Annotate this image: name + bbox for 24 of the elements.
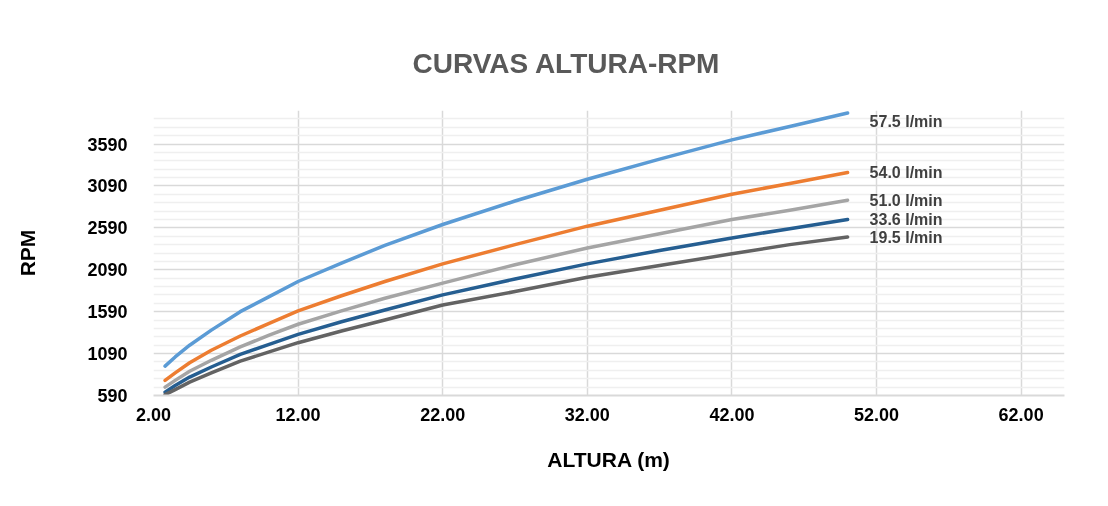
y-tick-label: 3090 (87, 176, 128, 197)
y-tick-label: 2090 (87, 260, 128, 281)
series-label: 57.5 l/min (869, 113, 943, 130)
x-tick-label: 52.00 (853, 404, 900, 425)
x-axis-title: ALTURA (m) (547, 447, 670, 471)
line-series (163, 170, 850, 383)
series-label: 51.0 l/min (869, 191, 943, 209)
chart-title: CURVAS ALTURA-RPM (412, 47, 720, 79)
y-tick-label: 1590 (87, 302, 128, 323)
series-label: 19.5 l/min (869, 228, 943, 246)
x-tick-label: 2.00 (135, 404, 172, 425)
y-tick-label: 3590 (87, 134, 128, 155)
x-tick-label: 62.00 (998, 404, 1044, 425)
y-tick-label: 590 (97, 386, 128, 406)
line-series (163, 111, 850, 368)
y-tick-label: 2590 (87, 218, 128, 239)
y-axis-title: RPM (16, 229, 40, 277)
x-tick-label: 42.00 (709, 404, 755, 425)
x-tick-label: 32.00 (564, 404, 610, 425)
x-tick-label: 12.00 (275, 404, 321, 425)
x-tick-label: 22.00 (420, 404, 466, 425)
y-tick-label: 1090 (87, 344, 128, 365)
series-label: 33.6 l/min (869, 210, 943, 228)
series-label: 54.0 l/min (869, 164, 943, 182)
